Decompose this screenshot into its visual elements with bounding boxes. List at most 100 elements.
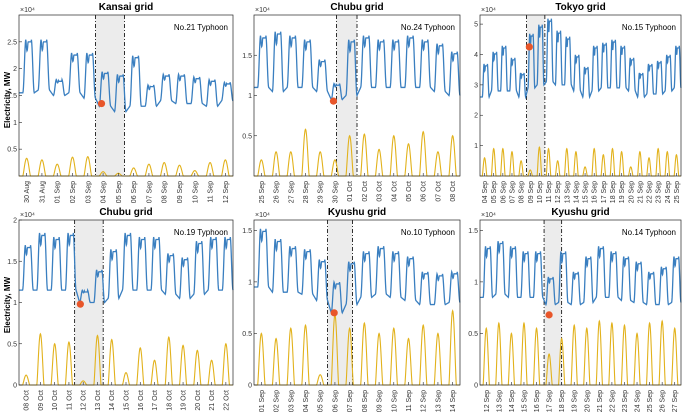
x-tick-label: 28 Sep	[303, 181, 310, 203]
x-tick-label: 21 Sep	[597, 390, 604, 412]
electricity-demand-line	[254, 228, 461, 315]
axes-box	[253, 219, 461, 386]
x-tick-label: 08 Oct	[24, 390, 31, 411]
y-exponent-label: ×10⁴	[481, 212, 496, 219]
x-tick-label: 30 Sep	[332, 181, 339, 203]
x-tick-label: 02 Sep	[274, 390, 281, 412]
x-tick-label: 11 Sep	[406, 390, 413, 412]
x-tick-label: 12 Sep	[223, 181, 230, 203]
x-tick-label: 22 Oct	[223, 390, 230, 411]
x-tick-label: 17 Oct	[152, 390, 159, 411]
x-tick-label: 13 Sep	[496, 390, 503, 412]
x-tick-label: 26 Sep	[274, 181, 281, 203]
x-tick-label: 04 Sep	[101, 181, 108, 203]
x-tick-label: 08 Sep	[519, 181, 526, 203]
chart-title: Kyushu grid	[551, 207, 609, 218]
x-tick-label: 06 Sep	[131, 181, 138, 203]
y-tick-label: 1.5	[7, 259, 17, 266]
x-tick-label: 08 Sep	[362, 390, 369, 412]
y-exponent-label: ×10⁴	[481, 7, 496, 14]
x-tick-label: 24 Sep	[665, 181, 672, 203]
y-tick-label: 1	[474, 279, 478, 286]
chart-panel: 0 0.5 1 1.5 ×10⁴ 01 Sep 02 Sep 03 Sep 04 Sep 05 S…	[242, 207, 461, 412]
x-tick-label: 08 Sep	[162, 181, 169, 203]
typhoon-period-shading	[336, 15, 357, 176]
x-tick-label: 13 Sep	[564, 181, 571, 203]
y-tick-label: 0	[248, 383, 252, 390]
chart-title: Kansai grid	[99, 2, 153, 13]
y-tick-label: 1.5	[7, 93, 17, 100]
x-tick-label: 23 Sep	[656, 181, 663, 203]
typhoon-period-shading	[526, 15, 545, 176]
x-tick-label: 07 Sep	[347, 390, 354, 412]
x-tick-label: 08 Oct	[450, 181, 457, 202]
y-tick-label: 0.5	[242, 331, 252, 338]
x-tick-label: 15 Sep	[583, 181, 590, 203]
y-tick-label: 5	[474, 22, 478, 29]
x-tick-label: 20 Sep	[628, 181, 635, 203]
x-tick-label: 16 Oct	[138, 390, 145, 411]
x-tick-label: 12 Sep	[484, 390, 491, 412]
y-exponent-label: ×10⁴	[255, 7, 270, 14]
x-tick-label: 09 Oct	[38, 390, 45, 411]
typhoon-landfall-marker	[76, 300, 84, 308]
y-tick-label: 1.5	[242, 228, 252, 235]
x-tick-label: 23 Sep	[622, 390, 629, 412]
x-tick-label: 09 Sep	[377, 390, 384, 412]
y-exponent-label: ×10⁴	[255, 212, 270, 219]
x-tick-label: 03 Sep	[288, 390, 295, 412]
y-axis-label-top: Electricity, MW	[3, 71, 12, 128]
x-tick-label: 07 Sep	[509, 181, 516, 203]
typhoon-landfall-marker	[545, 311, 553, 319]
x-tick-label: 04 Oct	[391, 181, 398, 202]
y-tick-label: 0	[474, 383, 478, 390]
x-tick-label: 19 Sep	[619, 181, 626, 203]
x-tick-label: 18 Sep	[559, 390, 566, 412]
y-exponent-label: ×10⁴	[20, 212, 35, 219]
y-tick-label: 2	[474, 113, 478, 120]
y-tick-label: 1	[13, 300, 17, 307]
electricity-demand-line	[480, 241, 682, 307]
x-tick-label: 10 Sep	[391, 390, 398, 412]
y-tick-label: 0.5	[242, 133, 252, 140]
typhoon-landfall-marker	[329, 97, 338, 105]
typhoon-landfall-marker	[330, 309, 338, 317]
x-tick-label: 14 Sep	[573, 181, 580, 203]
x-tick-label: 13 Sep	[435, 390, 442, 412]
x-tick-label: 27 Sep	[288, 181, 295, 203]
x-tick-label: 01 Sep	[55, 181, 62, 203]
electricity-demand-line	[19, 232, 234, 304]
x-tick-label: 16 Sep	[534, 390, 541, 412]
x-tick-label: 25 Sep	[647, 390, 654, 412]
x-tick-label: 27 Sep	[672, 390, 679, 412]
typhoon-annotation: No.24 Typhoon	[401, 23, 455, 32]
y-tick-label: 1	[474, 143, 478, 150]
x-tick-label: 21 Oct	[209, 390, 216, 411]
x-tick-label: 07 Oct	[435, 181, 442, 202]
x-tick-label: 14 Sep	[450, 390, 457, 412]
x-tick-label: 05 Sep	[491, 181, 498, 203]
typhoon-annotation: No.19 Typhoon	[174, 228, 228, 237]
axes-box	[479, 14, 682, 177]
y-tick-label: 1	[13, 120, 17, 127]
x-tick-label: 16 Sep	[592, 181, 599, 203]
typhoon-annotation: No.21 Typhoon	[174, 23, 228, 32]
solar-generation-line	[19, 332, 233, 386]
x-tick-label: 04 Sep	[303, 390, 310, 412]
y-tick-label: 2.5	[7, 39, 17, 46]
x-tick-label: 10 Oct	[52, 390, 59, 411]
chart-title: Tokyo grid	[555, 2, 605, 13]
typhoon-landfall-marker	[97, 99, 106, 108]
chart-title: Chubu grid	[330, 2, 383, 13]
typhoon-annotation: No.14 Typhoon	[622, 228, 676, 237]
y-tick-label: 0	[13, 383, 17, 390]
chart-panel: 0.5 1 1.5 2 2.5 ×10⁴ 30 Aug 31 Aug 01 Sep 02 Sep 0…	[7, 2, 234, 203]
y-axis-label-bottom: Electricity, MW	[3, 276, 12, 333]
x-tick-label: 15 Oct	[124, 390, 131, 411]
x-tick-label: 13 Oct	[95, 390, 102, 411]
axes-box	[479, 219, 682, 386]
typhoon-annotation: No.10 Typhoon	[401, 228, 455, 237]
x-tick-label: 06 Oct	[421, 181, 428, 202]
x-tick-label: 21 Sep	[637, 181, 644, 203]
x-tick-label: 12 Oct	[81, 390, 88, 411]
